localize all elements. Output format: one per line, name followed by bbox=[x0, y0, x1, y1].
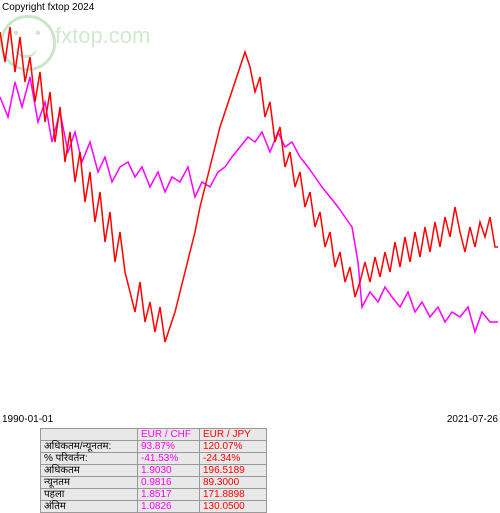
cell-col2: 130.0500 bbox=[200, 501, 267, 513]
table-row: अधिकतम/न्यूनतम:93.87%120.07% bbox=[41, 441, 267, 453]
table-row: अंतिम1.0826130.0500 bbox=[41, 501, 267, 513]
date-start-label: 1990-01-01 bbox=[2, 414, 53, 425]
row-label: अधिकतम bbox=[41, 465, 138, 477]
row-label: न्यूनतम bbox=[41, 477, 138, 489]
cell-col1: 1.0826 bbox=[138, 501, 200, 513]
cell-col1: EUR / CHF bbox=[138, 429, 200, 441]
table-row: पहला1.8517171.8898 bbox=[41, 489, 267, 501]
cell-col1: 1.9030 bbox=[138, 465, 200, 477]
line-chart bbox=[0, 12, 500, 412]
cell-col2: -24.34% bbox=[200, 453, 267, 465]
cell-col2: EUR / JPY bbox=[200, 429, 267, 441]
cell-col1: 1.8517 bbox=[138, 489, 200, 501]
row-label bbox=[41, 429, 138, 441]
table-row: न्यूनतम0.981689.3000 bbox=[41, 477, 267, 489]
table-row: EUR / CHFEUR / JPY bbox=[41, 429, 267, 441]
row-label: अधिकतम/न्यूनतम: bbox=[41, 441, 138, 453]
row-label: पहला bbox=[41, 489, 138, 501]
cell-col2: 196.5189 bbox=[200, 465, 267, 477]
cell-col2: 89.3000 bbox=[200, 477, 267, 489]
row-label: % परिवर्तन: bbox=[41, 453, 138, 465]
table-row: अधिकतम1.9030196.5189 bbox=[41, 465, 267, 477]
cell-col2: 120.07% bbox=[200, 441, 267, 453]
table-row: % परिवर्तन:-41.53%-24.34% bbox=[41, 453, 267, 465]
cell-col1: 0.9816 bbox=[138, 477, 200, 489]
date-end-label: 2021-07-26 bbox=[447, 414, 498, 425]
cell-col2: 171.8898 bbox=[200, 489, 267, 501]
cell-col1: -41.53% bbox=[138, 453, 200, 465]
row-label: अंतिम bbox=[41, 501, 138, 513]
summary-table: EUR / CHFEUR / JPYअधिकतम/न्यूनतम:93.87%1… bbox=[40, 428, 267, 513]
cell-col1: 93.87% bbox=[138, 441, 200, 453]
